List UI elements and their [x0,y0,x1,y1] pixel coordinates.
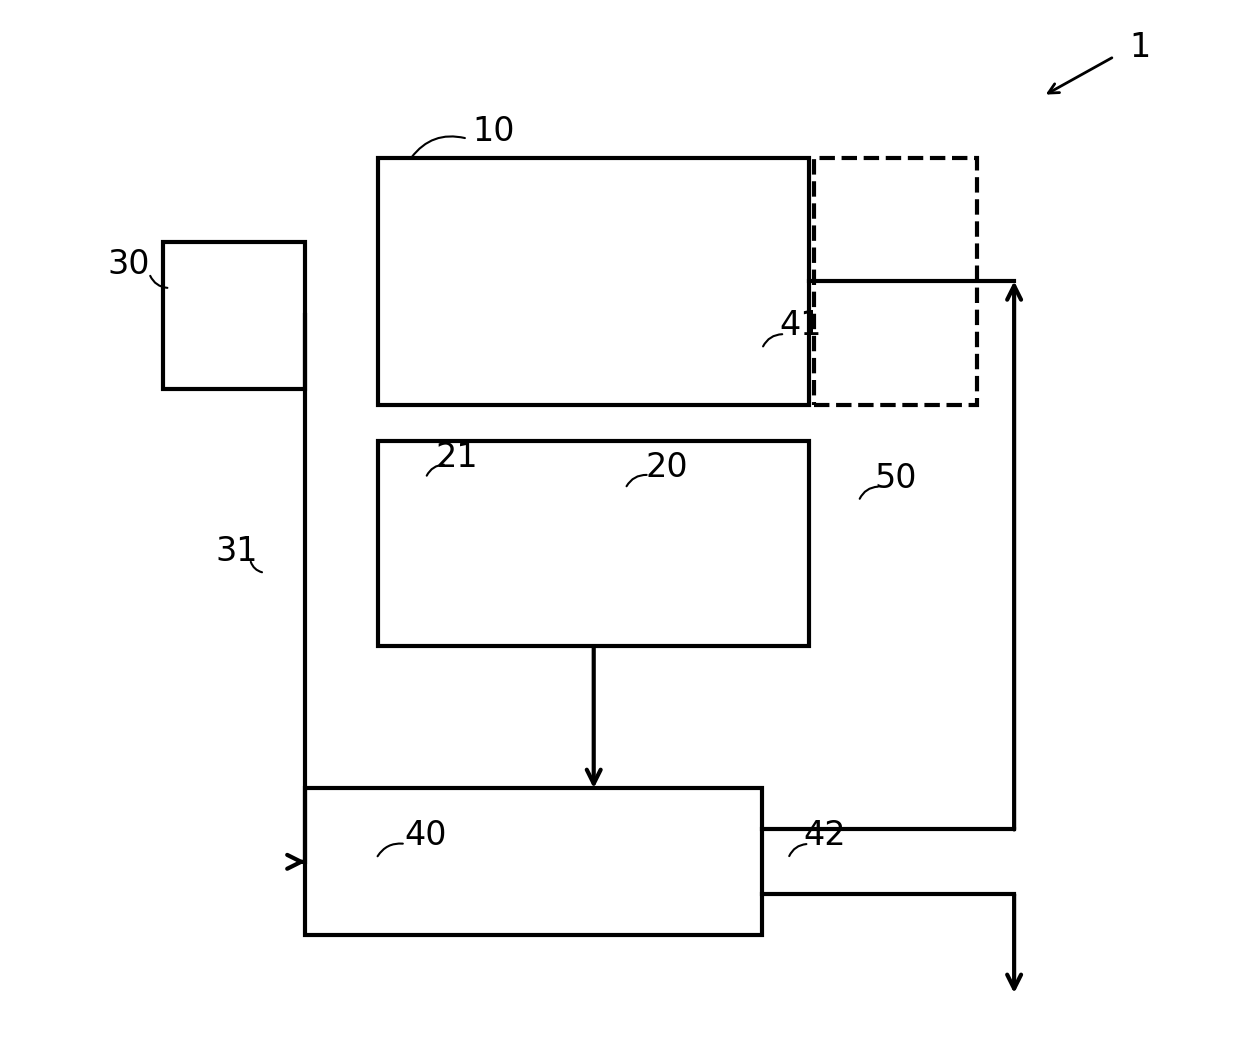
Bar [378,441,810,646]
Text: 40: 40 [404,819,446,852]
Text: 21: 21 [435,440,479,474]
Text: 42: 42 [804,819,846,852]
Bar [305,788,761,935]
Text: 1: 1 [1130,30,1151,64]
Text: 20: 20 [646,451,688,485]
Text: 30: 30 [108,248,150,282]
Text: 10: 10 [472,115,515,148]
Text: 41: 41 [780,309,822,343]
Bar [378,158,810,405]
Bar [815,158,977,405]
Text: 31: 31 [215,535,258,569]
Text: 50: 50 [874,461,916,495]
Bar [162,242,305,389]
